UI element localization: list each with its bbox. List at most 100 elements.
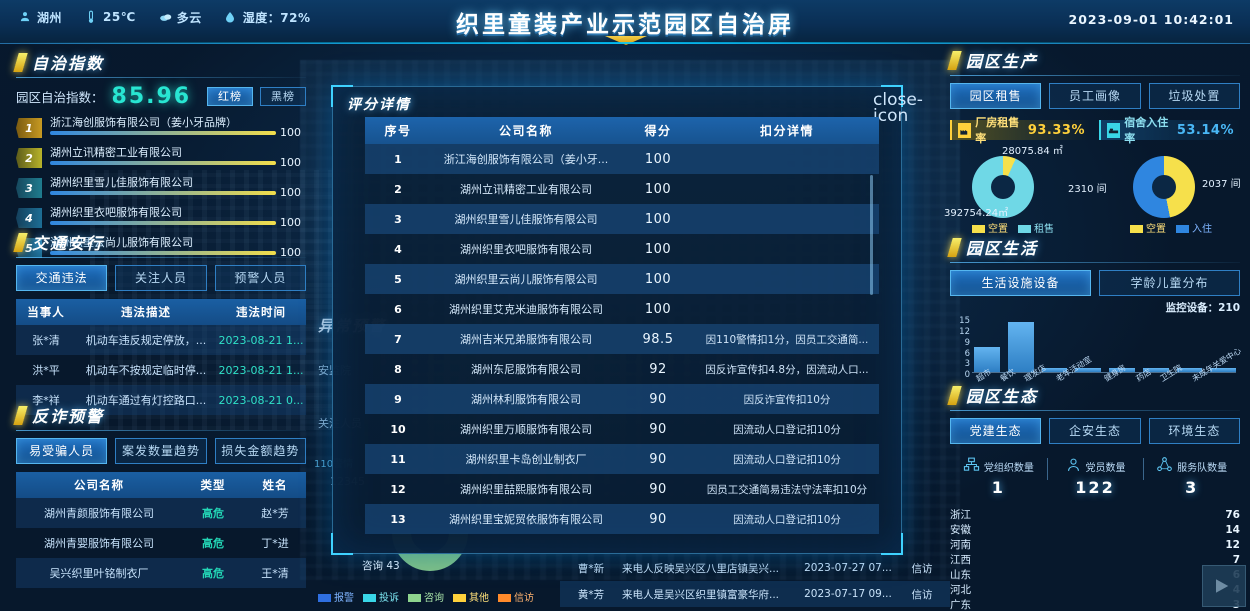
table-row[interactable]: 9 湖州林利服饰有限公司 90 因反诈宣传扣10分	[365, 384, 879, 414]
table-row[interactable]: 7 湖州吉米兄弟服饰有限公司 98.5 因110警情扣1分，因员工交通简...	[365, 324, 879, 354]
legend-vacant-room: 空置	[1130, 220, 1166, 235]
table-row[interactable]: 1 浙江海创服饰有限公司（姜小牙... 100	[365, 144, 879, 174]
tab-warning-person[interactable]: 预警人员	[214, 265, 306, 291]
table-row[interactable]: 张*清 机动车违反规定停放，... 2023-08-21 1...	[16, 325, 306, 355]
tab-black-list[interactable]: 黑榜	[260, 87, 306, 106]
center-bottom-table: 曹*新 来电人反映吴兴区八里店镇吴兴... 2023-07-27 07... 信…	[560, 555, 950, 607]
table-row[interactable]: 吴兴织里叶铭制衣厂 高危 王*清	[16, 558, 306, 588]
tab-vulnerable-people[interactable]: 易受骗人员	[16, 438, 108, 464]
cell-deduction	[695, 144, 879, 174]
cell-company: 湖州立讯精密工业有限公司	[460, 183, 592, 196]
autonomy-tabs: 红榜 黑榜	[207, 87, 306, 106]
panel-fraud-warning: 反诈预警 易受骗人员 案发数量趋势 损失金额趋势 公司名称 类型 姓名 湖州青颜…	[13, 403, 306, 588]
donut-legend-factory: 空置 租售	[972, 220, 1054, 235]
bar-chart-bars	[974, 318, 1236, 372]
tab-school-age-children[interactable]: 学龄儿童分布	[1099, 270, 1240, 296]
cell-index: 10	[390, 422, 406, 436]
tab-employee-profile[interactable]: 员工画像	[1049, 83, 1141, 109]
location-pin-icon	[18, 10, 32, 24]
tab-case-count-trend[interactable]: 案发数量趋势	[115, 438, 207, 464]
autonomy-ranking-list: 1 浙江海创服饰有限公司（姜小牙品牌） 100 2 湖州立讯精密工业有限公司 1…	[16, 115, 306, 265]
cell-index: 3	[365, 204, 431, 234]
production-title: 园区生产	[947, 48, 1240, 76]
table-row[interactable]: 14 湖州织里布拉甜服饰有限公司 90 因流动人口登记扣10分	[365, 534, 879, 539]
table-row[interactable]: 12 湖州织里喆熙服饰有限公司 90 因员工交通简易违法守法率扣10分	[365, 474, 879, 504]
header-chevron-decoration	[605, 36, 647, 45]
cell-index: 5	[365, 264, 431, 294]
cell-index: 1	[365, 144, 431, 174]
cell-company: 湖州织里衣吧服饰有限公司	[460, 243, 592, 256]
autonomy-title: 自治指数	[13, 50, 306, 78]
panel-autonomy-index: 自治指数 园区自治指数： 85.96 红榜 黑榜 1 浙江海创服饰有限公司（姜小…	[13, 50, 306, 265]
rate-chip-factory: 厂房租售率 93.33%	[950, 116, 1091, 145]
title-rule	[16, 77, 306, 78]
tab-red-list[interactable]: 红榜	[207, 87, 253, 106]
bolt-icon	[13, 232, 28, 252]
province-distribution-chart: 浙江 76 安徽 14 河南 12 江西 7 山东 6	[950, 507, 1240, 611]
table-row[interactable]: 11 湖州织里卡岛创业制衣厂 90 因流动人口登记扣10分	[365, 444, 879, 474]
close-icon[interactable]: close-icon	[873, 90, 923, 126]
cell-deduction: 因流动人口登记扣10分	[695, 444, 879, 474]
prov-row: 江西 7	[950, 552, 1240, 567]
list-item[interactable]: 3 湖州织里雪儿佳服饰有限公司 100	[16, 175, 306, 205]
tab-traffic-violation[interactable]: 交通违法	[16, 265, 108, 291]
col-index: 序号	[365, 117, 431, 144]
table-row[interactable]: 黄*芳 来电人是吴兴区织里镇富豪华府... 2023-07-17 09... 信…	[560, 581, 950, 607]
tab-park-rental[interactable]: 园区租售	[950, 83, 1042, 109]
video-player-widget[interactable]	[1202, 565, 1246, 607]
prov-label: 浙江	[950, 509, 971, 521]
col-time: 违法时间	[216, 299, 306, 325]
table-row[interactable]: 8 湖州东尼服饰有限公司 92 因反诈宣传扣4.8分，因流动人口...	[365, 354, 879, 384]
cell-company: 湖州织里宝妮贸依服饰有限公司	[431, 504, 621, 534]
table-row[interactable]: 曹*新 来电人反映吴兴区八里店镇吴兴... 2023-07-27 07... 信…	[560, 555, 950, 581]
table-row[interactable]: 湖州青颜服饰有限公司 高危 赵*芳	[16, 498, 306, 528]
table-row[interactable]: 洪*平 机动车不按规定临时停... 2023-08-21 1...	[16, 355, 306, 385]
bed-icon	[1107, 122, 1121, 138]
list-item[interactable]: 1 浙江海创服饰有限公司（姜小牙品牌） 100	[16, 115, 306, 145]
cell-deduction: 因流动人口登记扣10分	[733, 423, 841, 436]
score-detail-table: 序号 公司名称 得分 扣分详情 1 浙江海创服饰有限公司（姜小牙... 100 …	[365, 117, 879, 539]
fraud-tabs: 易受骗人员 案发数量趋势 损失金额趋势	[16, 438, 306, 464]
list-item[interactable]: 4 湖州织里衣吧服饰有限公司 100	[16, 205, 306, 235]
tab-waste-disposal[interactable]: 垃圾处置	[1148, 83, 1240, 109]
tab-party-ecology[interactable]: 党建生态	[950, 418, 1042, 444]
header-datetime: 2023-09-01 10:42:01	[1068, 12, 1234, 27]
legend-rented: 租售	[1018, 220, 1054, 235]
cell-time: 2023-08-21 0...	[216, 385, 306, 415]
table-row[interactable]: 5 湖州织里云尚儿服饰有限公司 100	[365, 264, 879, 294]
cell-company: 湖州青颜服饰有限公司	[16, 498, 182, 528]
table-row[interactable]: 10 湖州织里万顺服饰有限公司 90 因流动人口登记扣10分	[365, 414, 879, 444]
rank-bar	[50, 161, 276, 165]
center-legend: 报警 投诉 咨询 其他 信访	[318, 589, 534, 604]
table-row[interactable]: 4 湖州织里衣吧服饰有限公司 100	[365, 234, 879, 264]
table-row[interactable]: 2 湖州立讯精密工业有限公司 100	[365, 174, 879, 204]
bar-chart-x-axis	[972, 372, 1236, 373]
rank-badge: 4	[16, 208, 42, 228]
tab-environment-ecology[interactable]: 环境生态	[1148, 418, 1240, 444]
cloud-icon	[158, 10, 172, 24]
cell-company: 湖州织里喆熙服饰有限公司	[460, 483, 592, 496]
table-row[interactable]: 6 湖州织里艾克米迪服饰有限公司 100	[365, 294, 879, 324]
header-temperature: 25℃	[84, 10, 136, 24]
modal-scrollbar[interactable]	[870, 175, 873, 295]
tab-loss-amount-trend[interactable]: 损失金额趋势	[214, 438, 306, 464]
autonomy-title-text: 自治指数	[32, 54, 105, 73]
production-rates: 厂房租售率 93.33% 宿舍入住率 53.14%	[950, 116, 1240, 145]
header-location-label: 湖州	[37, 10, 63, 25]
list-item[interactable]: 2 湖州立讯精密工业有限公司 100	[16, 145, 306, 175]
cell-index: 9	[365, 384, 431, 414]
table-row[interactable]: 13 湖州织里宝妮贸依服饰有限公司 90 因流动人口登记扣10分	[365, 504, 879, 534]
tab-life-facilities[interactable]: 生活设施设备	[950, 270, 1091, 296]
tab-enterprise-safety-ecology[interactable]: 企安生态	[1049, 418, 1141, 444]
thermometer-icon	[84, 10, 98, 24]
cell-index: 7	[365, 324, 431, 354]
table-row[interactable]: 李*祥 机动车通过有灯控路口... 2023-08-21 0...	[16, 385, 306, 415]
score-detail-modal: 评分详情 close-icon 序号 公司名称 得分 扣分详情 1 浙江海创服饰…	[331, 85, 923, 555]
play-icon[interactable]	[1215, 579, 1229, 593]
table-row[interactable]: 湖州青婴服饰有限公司 高危 丁*进	[16, 528, 306, 558]
table-row[interactable]: 3 湖州织里雪儿佳服饰有限公司 100	[365, 204, 879, 234]
rank-company-name: 湖州织里衣吧服饰有限公司	[50, 206, 182, 219]
ytick-6: 6	[964, 349, 970, 359]
panel-traffic-safety: 交通安行 交通违法 关注人员 预警人员 当事人 违法描述 违法时间 张*清 机动…	[13, 230, 306, 415]
tab-watch-person[interactable]: 关注人员	[115, 265, 207, 291]
